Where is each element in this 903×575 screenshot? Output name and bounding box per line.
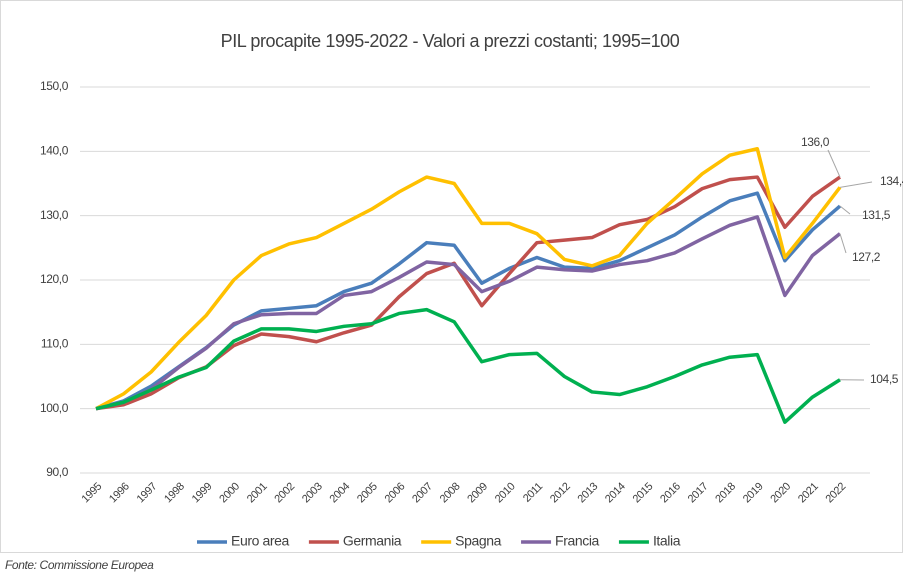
data-label: 127,2 [852,250,881,264]
chart-border [0,0,903,553]
series-line [95,147,842,411]
legend-label: Francia [555,533,599,549]
leader-line [839,205,851,215]
data-label: 134,4 [880,174,903,188]
legend-label: Euro area [231,533,289,549]
source: Fonte: Commissione Europea [5,558,154,572]
leader-line [839,233,847,254]
y-tick-label: 130,0 [40,208,69,222]
legend-label: Italia [653,533,681,549]
leader-line [839,181,873,188]
legend-label: Spagna [455,533,501,549]
y-tick-label: 140,0 [40,144,69,158]
leader-line [827,149,841,178]
chart-title: PIL procapite 1995-2022 - Valori a prezz… [221,31,680,51]
series-line [95,215,842,411]
y-tick-label: 90,0 [46,465,68,479]
y-tick-label: 100,0 [40,401,69,415]
data-label: 104,5 [870,372,899,386]
y-tick-label: 120,0 [40,272,69,286]
y-tick-label: 110,0 [41,337,69,351]
data-label: 136,0 [801,135,830,149]
data-label: 131,5 [862,208,891,222]
y-tick-label: 150,0 [40,79,69,93]
legend-label: Germania [343,533,402,549]
series-line [95,307,841,424]
